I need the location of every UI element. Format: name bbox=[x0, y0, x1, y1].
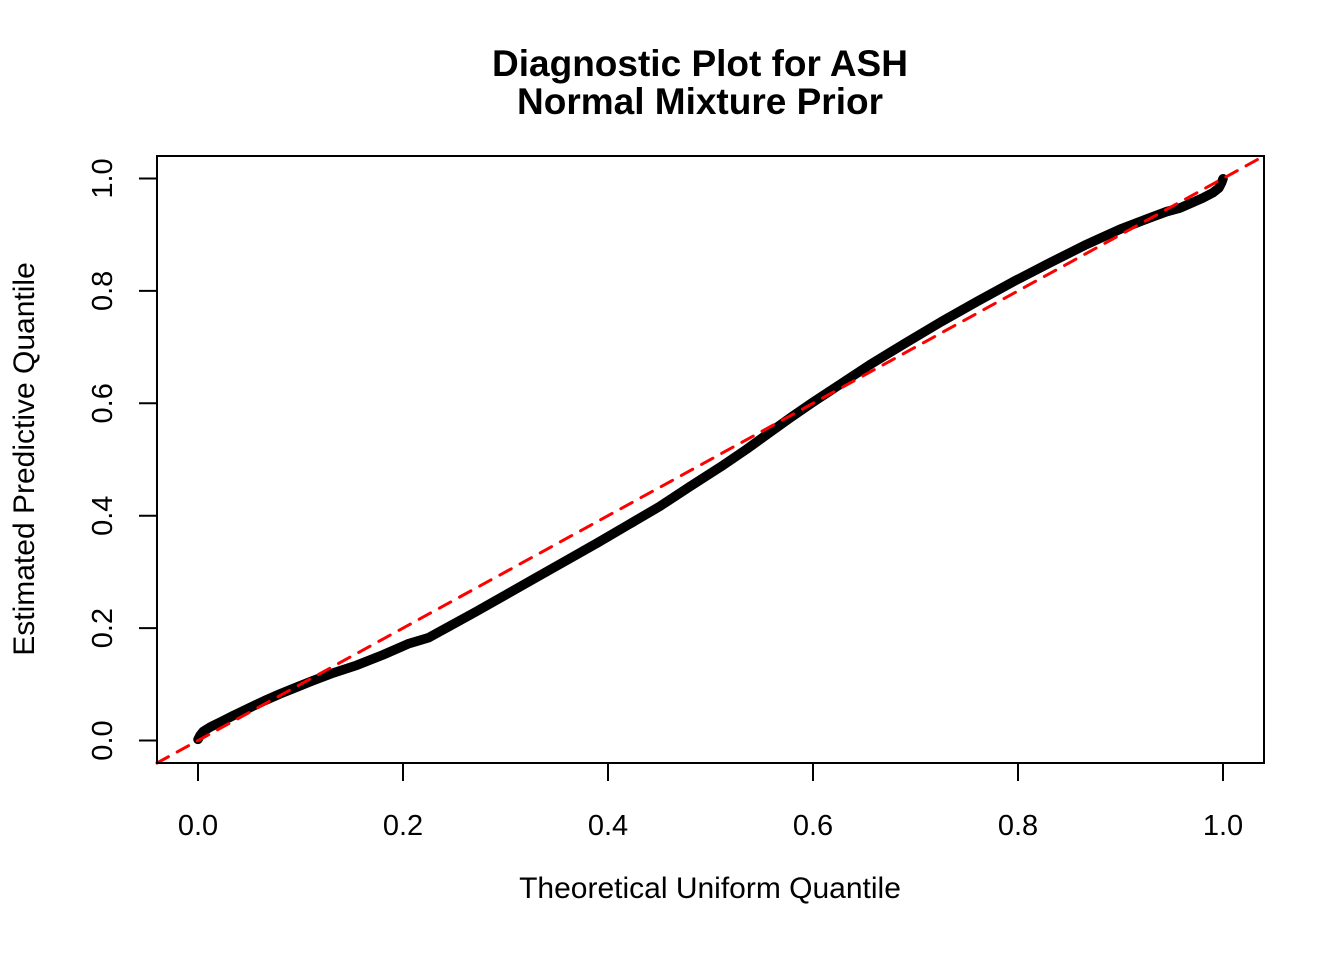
y-axis-tick-labels: 0.0 0.2 0.4 0.6 0.8 1.0 bbox=[87, 158, 119, 760]
reference-diagonal-y-equals-x-line bbox=[155, 154, 1266, 765]
y-tick-label: 0.2 bbox=[87, 608, 119, 648]
y-tick-label: 0.8 bbox=[87, 271, 119, 311]
x-tick-label: 0.4 bbox=[588, 810, 628, 842]
y-axis-ticks bbox=[139, 177, 157, 742]
y-tick-label: 0.4 bbox=[87, 496, 119, 536]
x-tick-label: 0.0 bbox=[178, 810, 218, 842]
y-axis-title: Estimated Predictive Quantile bbox=[8, 262, 41, 656]
y-tick-label: 1.0 bbox=[87, 158, 119, 198]
x-tick-label: 0.2 bbox=[383, 810, 423, 842]
plot-title-line2: Normal Mixture Prior bbox=[517, 81, 883, 122]
y-tick-label: 0.0 bbox=[87, 720, 119, 760]
plot-border-box bbox=[156, 155, 1265, 764]
data-series-group bbox=[155, 154, 1266, 765]
x-tick-label: 0.8 bbox=[998, 810, 1038, 842]
x-axis-ticks bbox=[197, 763, 1224, 781]
x-tick-label: 1.0 bbox=[1203, 810, 1243, 842]
plot-title-line1: Diagnostic Plot for ASH bbox=[492, 43, 908, 84]
y-tick-label: 0.6 bbox=[87, 383, 119, 423]
x-tick-label: 0.6 bbox=[793, 810, 833, 842]
x-axis-tick-labels: 0.0 0.2 0.4 0.6 0.8 1.0 bbox=[178, 810, 1243, 842]
x-axis-title: Theoretical Uniform Quantile bbox=[519, 872, 901, 905]
